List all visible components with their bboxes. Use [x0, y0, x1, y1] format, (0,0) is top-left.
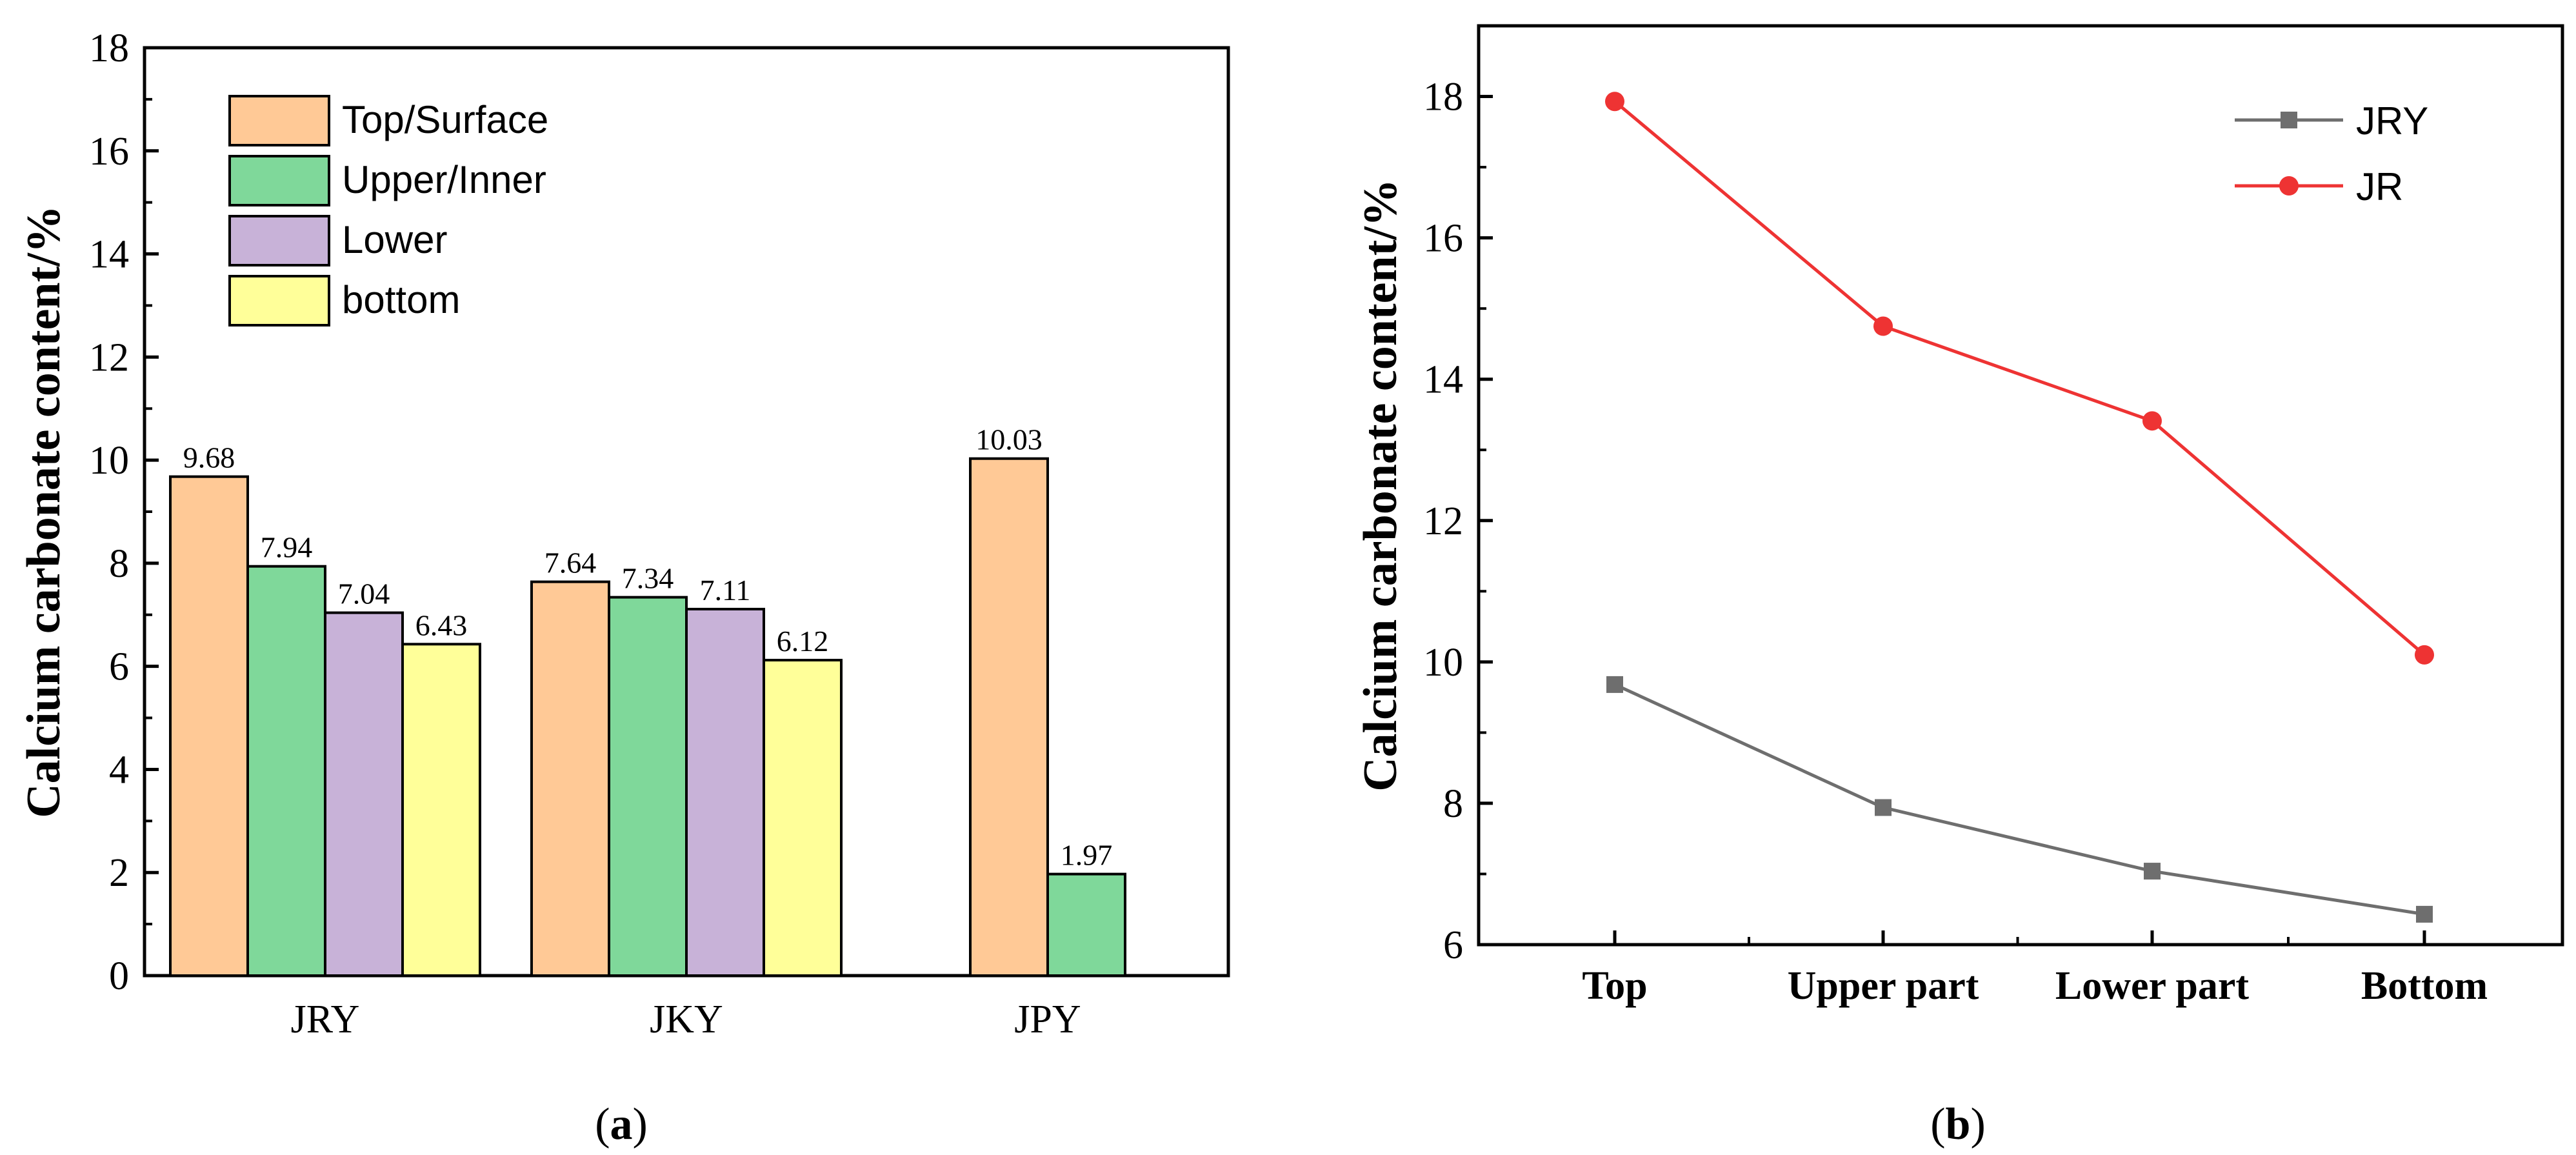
legend-label-bottom: bottom — [342, 278, 460, 321]
x-category-label-lower-part: Lower part — [2055, 964, 2250, 1008]
y-tick-label-a-6: 6 — [109, 645, 129, 689]
bar-jpy-upper-inner — [1046, 872, 1126, 977]
legend-marker-jry — [2281, 112, 2297, 128]
bar-jry-bottom — [401, 643, 481, 977]
legend-b: JRY JR — [2235, 99, 2428, 208]
legend-label-jry: JRY — [2356, 99, 2428, 143]
panel-label-b: (b) — [1930, 1100, 1986, 1149]
x-axis-categories-b: Top Upper part Lower part Bottom — [1582, 930, 2488, 1008]
bar-jry-lower — [324, 611, 404, 977]
point-jr-upper-part — [1873, 316, 1893, 336]
panel-letter-b: b — [1946, 1100, 1971, 1149]
bar-jky-lower — [685, 607, 765, 977]
series-lines-b — [1605, 92, 2434, 923]
y-tick-label-a-8: 8 — [109, 542, 129, 586]
data-label-jry-lower: 7.04 — [338, 578, 390, 610]
x-category-label-upper-part: Upper part — [1788, 964, 1979, 1008]
y-tick-label-b-16: 16 — [1423, 217, 1463, 261]
data-label-jky-lower: 7.11 — [700, 574, 751, 607]
y-tick-label-a-4: 4 — [109, 748, 129, 792]
data-labels-a: 9.68 7.94 7.04 6.43 7.64 7.34 7.11 6.12 10.03 1.9… — [183, 423, 1113, 872]
y-tick-label-b-8: 8 — [1443, 782, 1463, 826]
point-jry-upper-part — [1875, 799, 1892, 816]
y-tick-label-a-10: 10 — [89, 439, 129, 483]
y-tick-label-b-10: 10 — [1423, 641, 1463, 685]
data-label-jky-bottom: 6.12 — [777, 625, 829, 658]
point-jry-top — [1606, 676, 1623, 693]
x-category-label-jky: JKY — [650, 998, 723, 1041]
x-category-label-jpy: JPY — [1014, 998, 1081, 1041]
y-tick-label-a-12: 12 — [89, 336, 129, 379]
y-tick-label-a-18: 18 — [89, 26, 129, 70]
data-label-jry-upper-inner: 7.94 — [261, 531, 313, 564]
line-chart-panel-b: Calcium carbonate content/% 6 8 10 12 14 16 18… — [1354, 24, 2564, 1149]
legend-swatch-lower — [228, 215, 330, 266]
y-tick-label-b-6: 6 — [1443, 923, 1463, 967]
data-label-jpy-upper-inner: 1.97 — [1061, 839, 1113, 872]
panel-label-a: (a) — [595, 1100, 648, 1149]
plot-frame-b — [1477, 24, 2564, 947]
data-label-jpy-top-surface: 10.03 — [975, 423, 1043, 456]
data-label-jky-upper-inner: 7.34 — [622, 562, 674, 595]
y-axis-title-a: Calcium carbonate content/% — [17, 205, 70, 818]
series-line-jry — [1613, 683, 2425, 916]
y-tick-label-a-0: 0 — [109, 954, 129, 998]
data-label-jky-top-surface: 7.64 — [544, 547, 597, 579]
point-jry-lower-part — [2144, 863, 2161, 880]
point-jr-top — [1605, 92, 1624, 112]
legend-label-top-surface: Top/Surface — [342, 98, 548, 141]
bar-jry-top-surface — [169, 475, 249, 977]
point-jr-lower-part — [2142, 411, 2162, 431]
bar-jry-upper-inner — [246, 565, 326, 977]
x-axis-categories-a: JRY JKY JPY — [291, 963, 1081, 1041]
data-label-jry-top-surface: 9.68 — [183, 441, 235, 474]
point-jry-bottom — [2416, 905, 2433, 923]
legend-marker-jr — [2279, 176, 2299, 196]
x-category-label-top: Top — [1582, 964, 1647, 1008]
bar-chart-panel-a: Calcium carbonate content/% 0 2 4 6 8 10 12 14 1… — [17, 26, 1230, 1149]
y-tick-label-b-14: 14 — [1423, 358, 1463, 402]
data-label-jry-bottom: 6.43 — [415, 608, 468, 641]
legend-a: Top/Surface Upper/Inner Lower bottom — [228, 95, 548, 326]
legend-label-jr: JR — [2356, 165, 2403, 208]
legend-label-upper-inner: Upper/Inner — [342, 158, 546, 201]
bar-jky-bottom — [763, 659, 843, 978]
series-line-jr — [1613, 100, 2426, 656]
y-tick-label-b-18: 18 — [1423, 75, 1463, 119]
y-axis-ticks-b: 6 8 10 12 14 16 18 — [1423, 75, 1493, 967]
y-axis-ticks-a: 0 2 4 6 8 10 12 14 16 18 — [89, 26, 159, 998]
y-tick-label-a-16: 16 — [89, 130, 129, 174]
x-category-label-bottom: Bottom — [2361, 964, 2488, 1008]
y-axis-title-b: Calcium carbonate content/% — [1354, 179, 1407, 792]
legend-label-lower: Lower — [342, 218, 447, 261]
y-tick-label-a-2: 2 — [109, 851, 129, 895]
bar-jky-upper-inner — [608, 596, 688, 977]
y-tick-label-a-14: 14 — [89, 233, 129, 277]
legend-swatch-upper-inner — [228, 155, 330, 206]
panel-letter-a: a — [610, 1100, 633, 1149]
y-tick-label-b-12: 12 — [1423, 499, 1463, 543]
x-category-label-jry: JRY — [291, 998, 360, 1041]
bar-jky-top-surface — [530, 580, 610, 977]
point-jr-bottom — [2415, 645, 2434, 665]
legend-swatch-top-surface — [228, 95, 330, 146]
bar-jpy-top-surface — [969, 457, 1049, 977]
legend-swatch-bottom — [228, 275, 330, 326]
bars-a — [169, 457, 1126, 978]
